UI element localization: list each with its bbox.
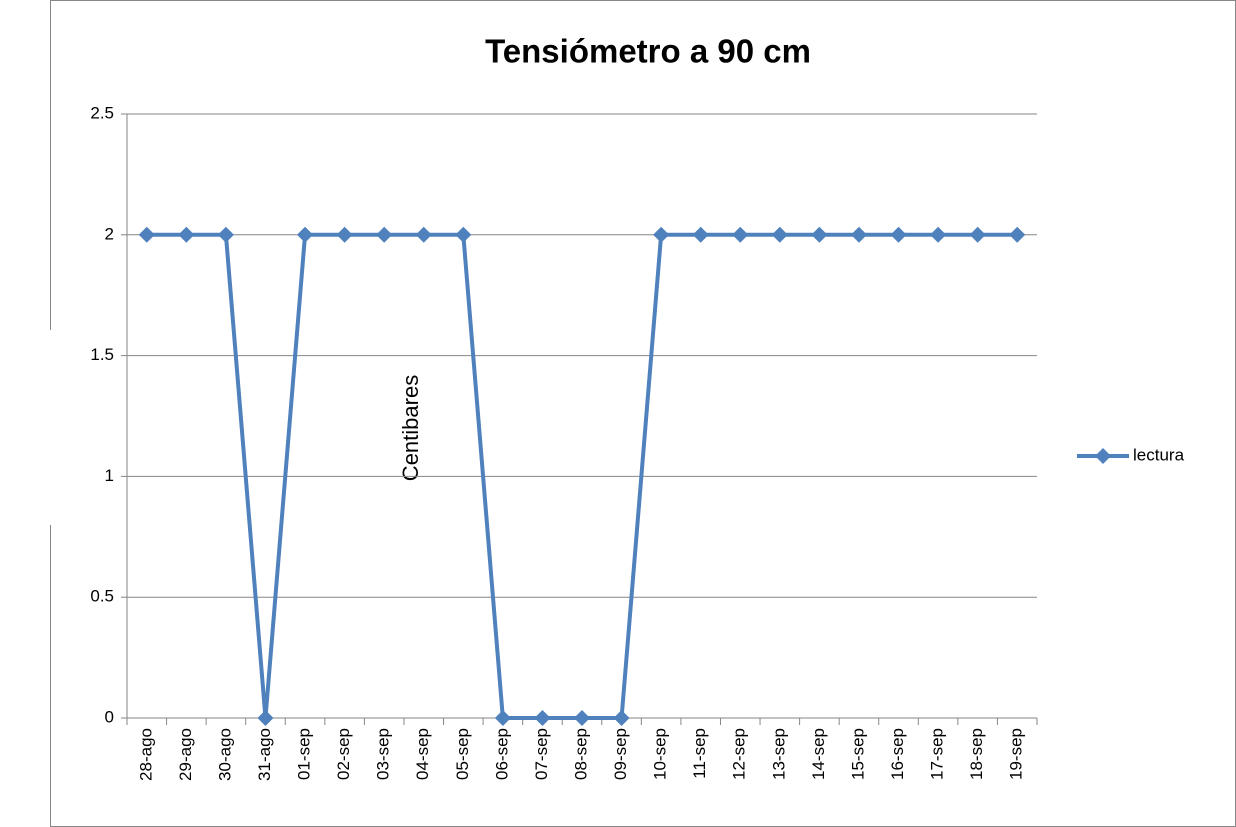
marker (574, 710, 590, 726)
marker (692, 226, 709, 243)
x-tick-label: 29-ago (176, 728, 195, 781)
x-tick-label: 16-sep (888, 728, 907, 780)
marker (138, 226, 155, 243)
x-tick-label: 17-sep (928, 728, 947, 780)
x-tick-label: 11-sep (690, 728, 709, 779)
x-tick-label: 06-sep (492, 728, 511, 780)
x-tick-label: 19-sep (1007, 728, 1026, 780)
x-tick-label: 13-sep (769, 728, 788, 780)
x-tick-label: 05-sep (453, 728, 472, 780)
marker (771, 226, 788, 243)
x-tick-label: 01-sep (295, 728, 314, 780)
marker (811, 226, 828, 243)
marker (653, 226, 670, 243)
marker (969, 226, 986, 243)
x-tick-label: 14-sep (809, 728, 828, 780)
y-tick-label: 2 (105, 224, 114, 243)
chart-title: Tensiómetro a 90 cm (485, 33, 811, 70)
marker (890, 226, 907, 243)
marker (257, 710, 274, 726)
marker (178, 226, 195, 243)
marker (455, 226, 472, 243)
marker (732, 226, 749, 243)
marker (930, 226, 947, 243)
marker (376, 226, 393, 243)
marker (613, 710, 630, 726)
marker (494, 710, 511, 726)
marker (217, 226, 234, 243)
x-tick-label: 07-sep (532, 728, 551, 780)
marker (850, 226, 867, 243)
legend-label: lectura (1133, 445, 1185, 464)
marker (336, 226, 353, 243)
x-tick-label: 10-sep (651, 728, 670, 780)
y-tick-label: 0 (105, 707, 114, 726)
x-tick-label: 28-ago (136, 728, 155, 781)
x-tick-label: 02-sep (334, 728, 353, 780)
marker (415, 226, 432, 243)
marker (1009, 226, 1026, 243)
legend-marker (1095, 448, 1111, 464)
x-tick-label: 04-sep (413, 728, 432, 780)
x-tick-label: 09-sep (611, 728, 630, 780)
label-background (35, 330, 71, 525)
x-tick-label: 15-sep (848, 728, 867, 780)
x-tick-label: 12-sep (730, 728, 749, 780)
x-tick-label: 03-sep (374, 728, 393, 780)
y-tick-label: 0.5 (90, 587, 114, 606)
y-tick-label: 1 (105, 466, 114, 485)
y-tick-label: 1.5 (90, 345, 114, 364)
y-tick-label: 2.5 (90, 103, 114, 122)
marker (297, 226, 314, 243)
chart-frame (50, 0, 1236, 827)
x-tick-label: 31-ago (255, 728, 274, 781)
x-tick-label: 18-sep (967, 728, 986, 780)
marker (534, 710, 551, 726)
x-tick-label: 08-sep (571, 728, 590, 780)
x-tick-label: 30-ago (215, 728, 234, 781)
y-axis-title: Centibares (398, 375, 423, 481)
